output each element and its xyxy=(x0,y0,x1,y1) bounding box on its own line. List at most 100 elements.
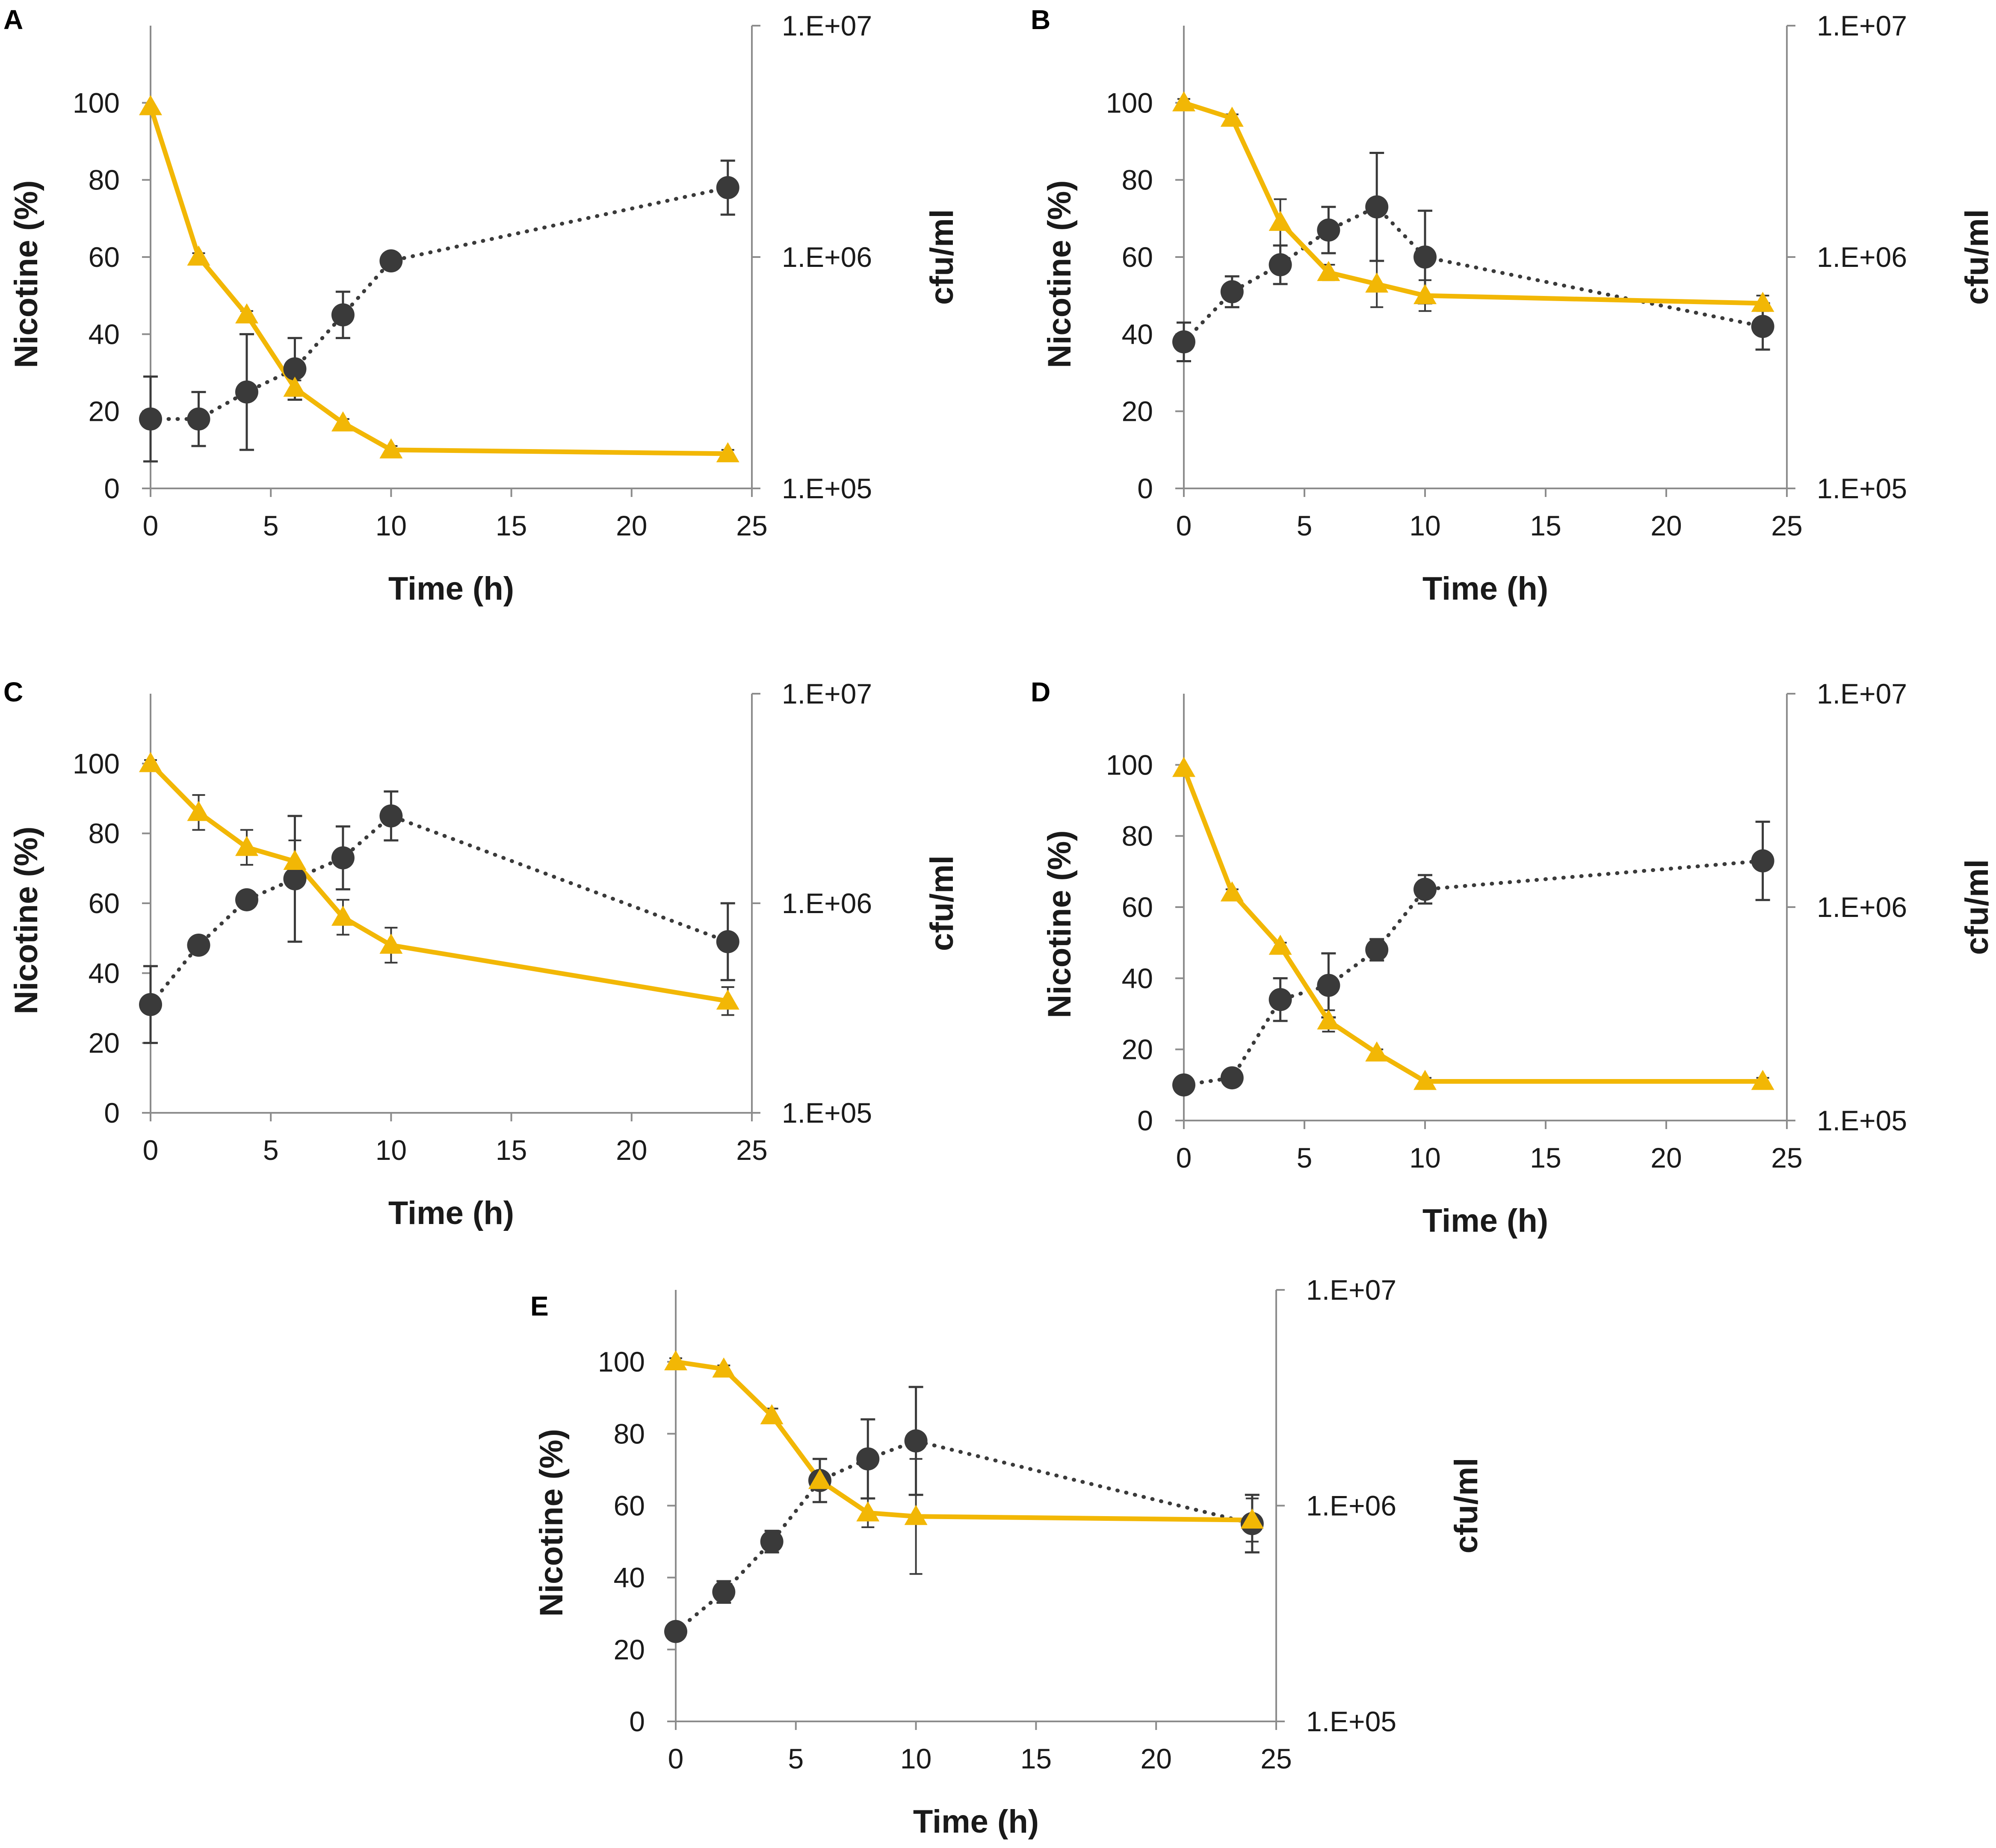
nicotine-data-point xyxy=(1365,1041,1389,1061)
left-y-tick-label: 20 xyxy=(89,396,120,427)
left-y-tick-label: 100 xyxy=(1106,749,1153,781)
panel-b: B 0 5 10 15 20 25 0 20 40 60 80 100 1.E+05 1.E+06 1.E+0… xyxy=(1031,4,1995,607)
right-y-tick-label: 1.E+06 xyxy=(1306,1490,1396,1522)
right-y-tick-label: 1.E+07 xyxy=(782,10,872,41)
nicotine-data-point xyxy=(716,442,739,462)
right-y-axis-title: cfu/ml xyxy=(924,855,960,951)
left-y-tick-label: 20 xyxy=(1122,396,1153,427)
nicotine-data-point xyxy=(1172,757,1195,777)
x-tick-label: 15 xyxy=(496,510,527,541)
left-y-tick-label: 60 xyxy=(1122,891,1153,923)
nicotine-data-point xyxy=(716,989,739,1010)
cfu-data-point xyxy=(1220,1066,1244,1090)
cfu-data-point xyxy=(379,804,403,828)
panel-c: C 0 5 10 15 20 25 0 20 40 60 80 100 1.E+05 1.E+06 1.E+0… xyxy=(3,677,960,1231)
x-axis-title: Time (h) xyxy=(1422,571,1548,607)
right-y-tick-label: 1.E+05 xyxy=(782,1097,872,1129)
cfu-series-line xyxy=(1182,204,1765,344)
x-tick-label: 15 xyxy=(1020,1743,1052,1774)
panel-letter: C xyxy=(3,677,23,707)
panel-a: A 0 5 10 15 20 25 0 20 40 60 80 100 1.E+05 1.E+06 1.E+0… xyxy=(3,4,960,607)
panel-e: E 0 5 10 15 20 25 0 20 40 60 80 100 1.E+05 1.E+06 1.E+0… xyxy=(530,1274,1484,1840)
x-tick-label: 0 xyxy=(143,1134,159,1166)
nicotine-data-point xyxy=(904,1505,928,1525)
cfu-data-point xyxy=(1365,938,1389,961)
panel-d: D 0 5 10 15 20 25 0 20 40 60 80 100 1.E+05 1.E+06 1.E+0… xyxy=(1031,677,1995,1239)
x-tick-label: 20 xyxy=(1650,1142,1682,1174)
x-tick-label: 0 xyxy=(143,510,159,541)
x-tick-label: 0 xyxy=(1176,1142,1192,1174)
cfu-data-point xyxy=(331,303,355,327)
cfu-series-line xyxy=(148,813,730,1007)
nicotine-data-point xyxy=(379,438,403,458)
left-y-tick-label: 100 xyxy=(1106,87,1153,118)
left-y-tick-label: 40 xyxy=(89,957,120,989)
nicotine-data-point xyxy=(664,1350,687,1371)
left-y-tick-label: 40 xyxy=(1122,318,1153,350)
nicotine-data-point xyxy=(1413,1070,1437,1090)
right-y-tick-label: 1.E+07 xyxy=(1306,1274,1396,1306)
x-tick-label: 25 xyxy=(1771,1142,1802,1174)
cfu-data-point xyxy=(1317,973,1340,997)
left-y-tick-label: 100 xyxy=(598,1346,645,1378)
left-y-tick-label: 40 xyxy=(89,318,120,350)
nicotine-data-point xyxy=(235,303,258,324)
cfu-data-point xyxy=(1172,1073,1195,1097)
nicotine-data-point xyxy=(1317,261,1340,281)
x-tick-label: 10 xyxy=(376,1134,407,1166)
right-y-tick-label: 1.E+06 xyxy=(782,241,872,273)
left-y-tick-label: 80 xyxy=(1122,164,1153,196)
nicotine-data-point xyxy=(808,1469,831,1489)
x-tick-label: 20 xyxy=(616,1134,647,1166)
right-y-tick-label: 1.E+06 xyxy=(1817,241,1907,273)
x-axis-title: Time (h) xyxy=(913,1804,1039,1840)
cfu-data-point xyxy=(235,888,258,911)
x-axis-title: Time (h) xyxy=(388,1195,514,1231)
x-tick-label: 20 xyxy=(1650,510,1682,541)
x-axis-title: Time (h) xyxy=(388,571,514,607)
nicotine-data-point xyxy=(331,905,355,926)
cfu-data-point xyxy=(716,176,739,199)
left-y-axis-title: Nicotine (%) xyxy=(1041,830,1078,1018)
cfu-data-point xyxy=(1413,245,1437,269)
nicotine-data-point xyxy=(187,245,210,266)
left-y-axis-title: Nicotine (%) xyxy=(8,180,44,368)
right-y-tick-label: 1.E+05 xyxy=(1817,473,1907,504)
panel-letter: D xyxy=(1031,677,1050,707)
nicotine-data-point xyxy=(712,1357,736,1378)
x-axis-title: Time (h) xyxy=(1422,1203,1548,1239)
cfu-data-point xyxy=(1269,988,1292,1011)
left-y-tick-label: 20 xyxy=(1122,1034,1153,1065)
nicotine-data-point xyxy=(331,411,355,432)
cfu-data-point xyxy=(1413,878,1437,901)
nicotine-data-point xyxy=(1220,881,1244,902)
x-tick-label: 5 xyxy=(1297,510,1313,541)
nicotine-data-point xyxy=(760,1404,784,1425)
left-y-tick-label: 0 xyxy=(629,1706,645,1737)
right-y-tick-label: 1.E+07 xyxy=(1817,678,1907,710)
left-y-tick-label: 0 xyxy=(104,473,120,504)
cfu-data-point xyxy=(139,407,162,431)
x-tick-label: 25 xyxy=(1260,1743,1292,1774)
cfu-data-point xyxy=(331,846,355,869)
x-tick-label: 25 xyxy=(736,510,767,541)
nicotine-data-point xyxy=(379,934,403,954)
cfu-data-point xyxy=(664,1620,687,1643)
cfu-data-point xyxy=(1751,849,1774,872)
cfu-data-point xyxy=(1317,218,1340,242)
nicotine-data-point xyxy=(1365,272,1389,293)
cfu-data-point xyxy=(379,249,403,273)
cfu-data-point xyxy=(139,993,162,1016)
nicotine-data-point xyxy=(856,1501,880,1522)
cfu-data-point xyxy=(1220,280,1244,304)
x-tick-label: 25 xyxy=(736,1134,767,1166)
left-y-tick-label: 100 xyxy=(73,748,120,779)
right-y-axis-title: cfu/ml xyxy=(924,209,960,305)
left-y-tick-label: 20 xyxy=(614,1634,645,1665)
nicotine-data-point xyxy=(235,836,258,856)
left-y-tick-label: 60 xyxy=(1122,241,1153,273)
x-tick-label: 25 xyxy=(1771,510,1802,541)
left-y-tick-label: 0 xyxy=(1137,473,1153,504)
nicotine-series-line xyxy=(149,762,728,1004)
